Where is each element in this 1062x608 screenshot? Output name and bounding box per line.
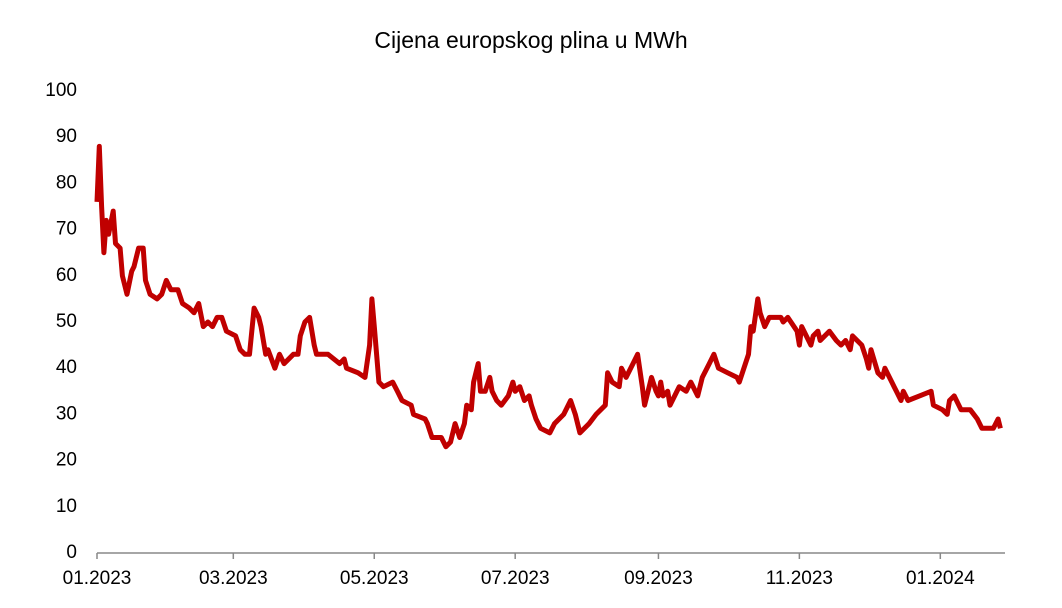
x-tick-label: 09.2023 <box>624 568 693 589</box>
y-tick-label: 100 <box>45 80 77 101</box>
y-tick-label: 80 <box>56 172 77 193</box>
chart-title: Cijena europskog plina u MWh <box>374 27 687 53</box>
line-series <box>94 143 1003 450</box>
x-tick-label: 01.2023 <box>63 568 132 589</box>
x-tick-label: 05.2023 <box>340 568 409 589</box>
y-tick-label: 40 <box>56 357 77 378</box>
y-tick-label: 20 <box>56 450 77 471</box>
y-tick-label: 10 <box>56 496 77 517</box>
y-tick-label: 90 <box>56 126 77 147</box>
x-tick-label: 07.2023 <box>481 568 550 589</box>
y-tick-label: 0 <box>66 542 77 563</box>
x-tick-label: 11.2023 <box>766 568 833 589</box>
x-tick-label: 03.2023 <box>199 568 268 589</box>
y-tick-label: 30 <box>56 403 77 424</box>
y-tick-label: 60 <box>56 265 77 286</box>
y-tick-label: 50 <box>56 311 77 332</box>
x-tick-label: 01.2024 <box>906 568 975 589</box>
y-tick-label: 70 <box>56 219 77 240</box>
